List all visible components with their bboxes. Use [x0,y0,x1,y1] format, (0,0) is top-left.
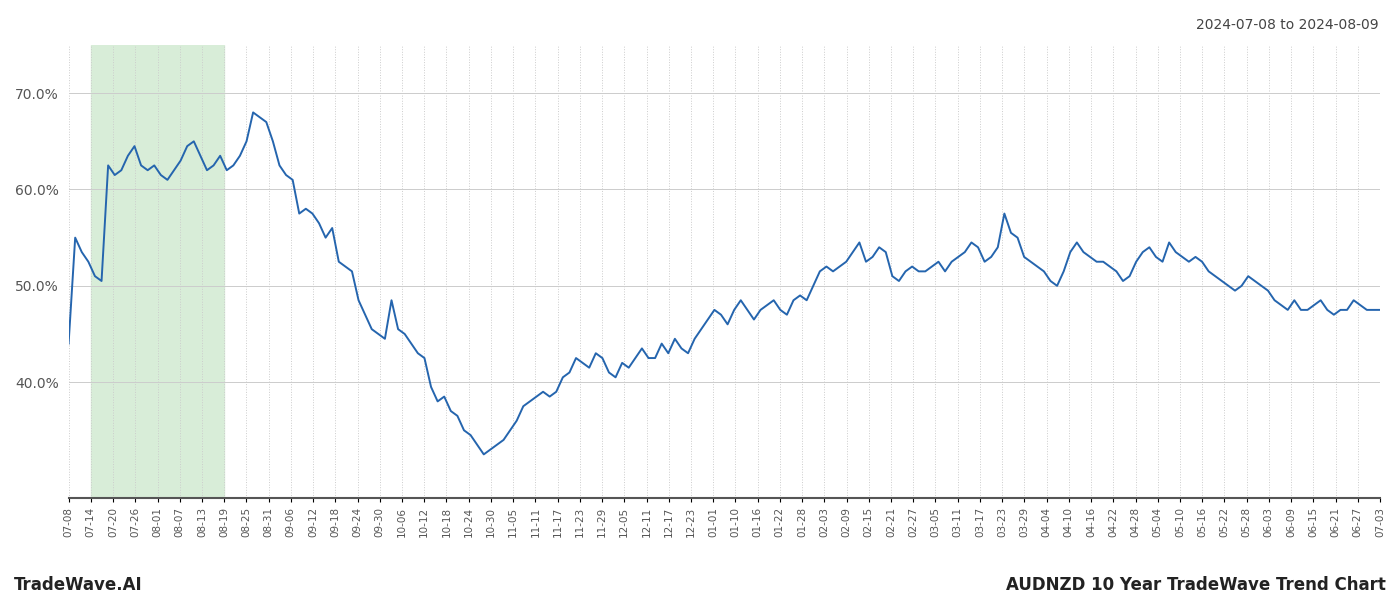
Bar [91,45,224,498]
Text: TradeWave.AI: TradeWave.AI [14,576,143,594]
Text: AUDNZD 10 Year TradeWave Trend Chart: AUDNZD 10 Year TradeWave Trend Chart [1007,576,1386,594]
Text: 2024-07-08 to 2024-08-09: 2024-07-08 to 2024-08-09 [1197,18,1379,32]
